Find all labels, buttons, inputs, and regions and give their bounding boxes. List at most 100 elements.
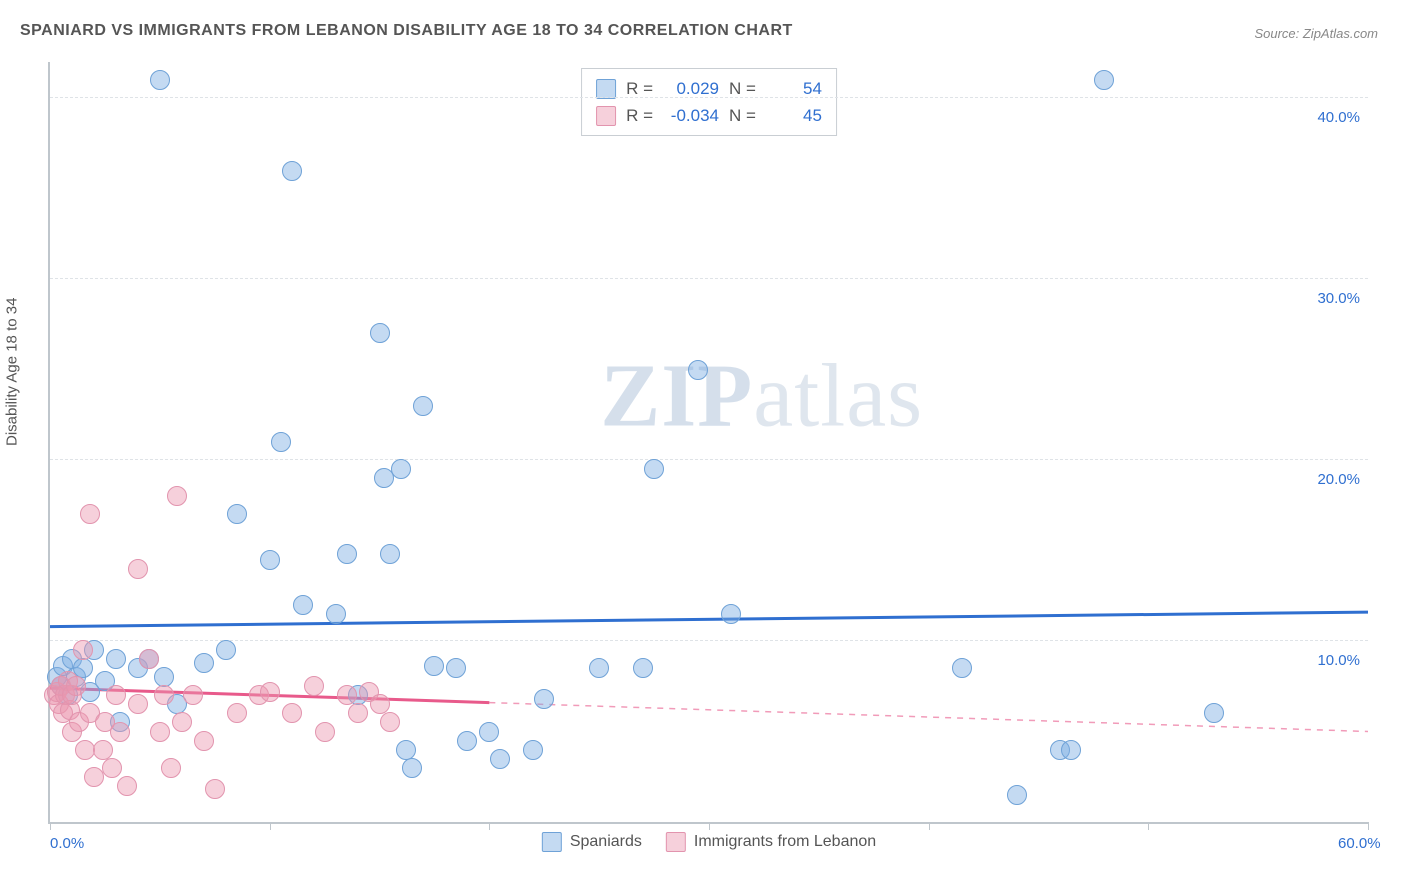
trendline-dashed [489, 703, 1368, 732]
gridline [50, 640, 1368, 641]
data-point [479, 722, 499, 742]
data-point [380, 712, 400, 732]
x-tick-label: 60.0% [1338, 835, 1381, 852]
x-tick [270, 822, 271, 830]
data-point [260, 682, 280, 702]
data-point [326, 604, 346, 624]
data-point [271, 432, 291, 452]
legend-R-value-b: -0.034 [663, 102, 719, 129]
data-point [337, 544, 357, 564]
legend-N-label: N = [729, 102, 756, 129]
data-point [194, 653, 214, 673]
data-point [523, 740, 543, 760]
trendline-layer [50, 62, 1368, 822]
data-point [952, 658, 972, 678]
data-point [216, 640, 236, 660]
watermark-bold: ZIP [600, 347, 753, 446]
data-point [139, 649, 159, 669]
bottom-legend-label-a: Spaniards [570, 833, 642, 851]
data-point [315, 722, 335, 742]
data-point [534, 689, 554, 709]
data-point [102, 758, 122, 778]
y-tick-label: 40.0% [1317, 109, 1360, 126]
x-tick-label: 0.0% [50, 835, 84, 852]
y-tick-label: 10.0% [1317, 652, 1360, 669]
data-point [150, 70, 170, 90]
data-point [260, 550, 280, 570]
bottom-legend-label-b: Immigrants from Lebanon [694, 833, 876, 851]
data-point [282, 161, 302, 181]
data-point [293, 595, 313, 615]
legend-swatch-b [596, 106, 616, 126]
data-point [688, 360, 708, 380]
data-point [128, 559, 148, 579]
data-point [117, 776, 137, 796]
bottom-legend-item-a: Spaniards [542, 832, 642, 852]
x-tick [1148, 822, 1149, 830]
data-point [128, 694, 148, 714]
data-point [106, 649, 126, 669]
data-point [154, 667, 174, 687]
data-point [348, 703, 368, 723]
data-point [337, 685, 357, 705]
chart-title: SPANIARD VS IMMIGRANTS FROM LEBANON DISA… [20, 22, 793, 40]
data-point [721, 604, 741, 624]
data-point [227, 703, 247, 723]
legend-N-value-b: 45 [766, 102, 822, 129]
data-point [183, 685, 203, 705]
x-tick [489, 822, 490, 830]
data-point [446, 658, 466, 678]
gridline [50, 97, 1368, 98]
watermark-light: atlas [753, 347, 923, 446]
data-point [380, 544, 400, 564]
data-point [154, 685, 174, 705]
data-point [391, 459, 411, 479]
x-tick [709, 822, 710, 830]
data-point [490, 749, 510, 769]
data-point [396, 740, 416, 760]
data-point [1094, 70, 1114, 90]
x-tick [1368, 822, 1369, 830]
x-tick [50, 822, 51, 830]
legend-stats-row-b: R = -0.034 N = 45 [596, 102, 822, 129]
scatter-plot: ZIPatlas R = 0.029 N = 54 R = -0.034 N =… [48, 62, 1368, 824]
bottom-legend-swatch-a [542, 832, 562, 852]
data-point [1061, 740, 1081, 760]
gridline [50, 278, 1368, 279]
legend-stats-box: R = 0.029 N = 54 R = -0.034 N = 45 [581, 68, 837, 136]
data-point [73, 640, 93, 660]
data-point [644, 459, 664, 479]
y-tick-label: 30.0% [1317, 290, 1360, 307]
data-point [304, 676, 324, 696]
data-point [282, 703, 302, 723]
data-point [589, 658, 609, 678]
bottom-legend-swatch-b [666, 832, 686, 852]
data-point [194, 731, 214, 751]
data-point [80, 504, 100, 524]
watermark: ZIPatlas [600, 345, 923, 448]
x-tick [929, 822, 930, 830]
data-point [370, 323, 390, 343]
legend-R-label: R = [626, 102, 653, 129]
bottom-legend: Spaniards Immigrants from Lebanon [542, 832, 876, 852]
data-point [161, 758, 181, 778]
source-attribution: Source: ZipAtlas.com [1254, 26, 1378, 41]
trendline-solid [50, 612, 1368, 626]
y-tick-label: 20.0% [1317, 471, 1360, 488]
data-point [1007, 785, 1027, 805]
data-point [66, 676, 86, 696]
data-point [402, 758, 422, 778]
data-point [227, 504, 247, 524]
data-point [424, 656, 444, 676]
data-point [457, 731, 477, 751]
data-point [106, 685, 126, 705]
gridline [50, 459, 1368, 460]
data-point [633, 658, 653, 678]
data-point [1204, 703, 1224, 723]
data-point [172, 712, 192, 732]
y-axis-label: Disability Age 18 to 34 [4, 298, 21, 446]
data-point [205, 779, 225, 799]
data-point [110, 722, 130, 742]
data-point [370, 694, 390, 714]
legend-swatch-a [596, 79, 616, 99]
